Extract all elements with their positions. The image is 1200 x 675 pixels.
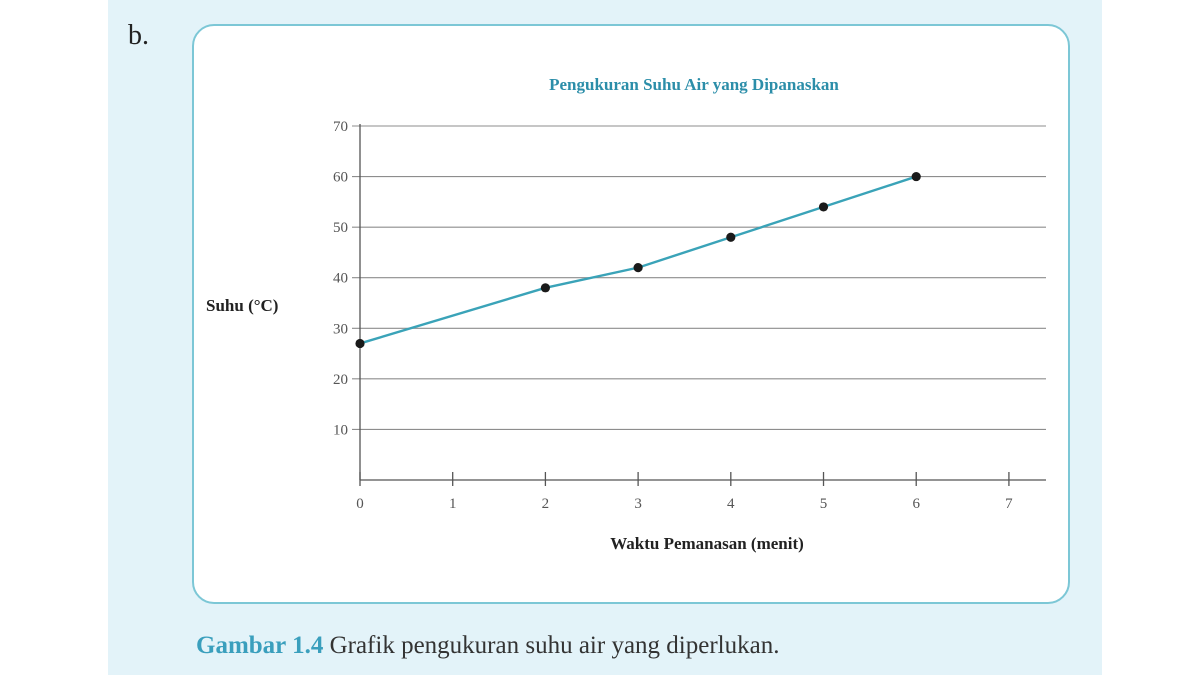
- y-tick-label-60: 60: [333, 170, 348, 186]
- x-tick-label-2: 2: [542, 496, 550, 512]
- data-point-6: [911, 171, 921, 182]
- y-tick-label-30: 30: [333, 321, 348, 337]
- x-tick-label-3: 3: [634, 496, 642, 512]
- axes: 10 20 30 40 50 60 70 0 1 2 3 4 5 6 7: [333, 119, 1046, 512]
- y-tick-label-10: 10: [333, 422, 348, 438]
- y-axis-title: Suhu (°C): [206, 296, 278, 315]
- caption-prefix: Gambar 1.4: [196, 632, 324, 659]
- data-point-4: [726, 232, 736, 242]
- series-line: [355, 171, 921, 349]
- x-tick-label-1: 1: [449, 496, 457, 512]
- x-tick-label-0: 0: [356, 496, 364, 512]
- y-tick-label-40: 40: [333, 271, 348, 287]
- chart-title: Pengukuran Suhu Air yang Dipanaskan: [549, 75, 839, 94]
- item-label: b.: [128, 20, 149, 51]
- line-chart: Pengukuran Suhu Air yang Dipanaskan Suhu…: [206, 75, 1046, 553]
- data-point-5: [818, 202, 829, 212]
- x-tick-label-6: 6: [912, 496, 920, 512]
- y-tick-label-50: 50: [333, 220, 348, 236]
- x-tick-label-5: 5: [820, 496, 828, 512]
- x-tick-label-7: 7: [1005, 496, 1013, 512]
- x-axis-title: Waktu Pemanasan (menit): [610, 534, 804, 553]
- caption-text: Grafik pengukuran suhu air yang diperluk…: [323, 632, 780, 659]
- chart-card: Pengukuran Suhu Air yang Dipanaskan Suhu…: [192, 24, 1070, 604]
- gridlines: [352, 125, 1046, 430]
- x-tick-label-4: 4: [727, 496, 735, 512]
- data-point-0: [355, 338, 365, 349]
- figure-caption: Gambar 1.4 Grafik pengukuran suhu air ya…: [196, 632, 779, 660]
- series-0-line: [359, 175, 917, 345]
- y-tick-label-20: 20: [333, 372, 348, 388]
- data-point-2: [540, 283, 551, 293]
- y-tick-label-70: 70: [333, 119, 348, 135]
- data-point-3: [633, 263, 643, 273]
